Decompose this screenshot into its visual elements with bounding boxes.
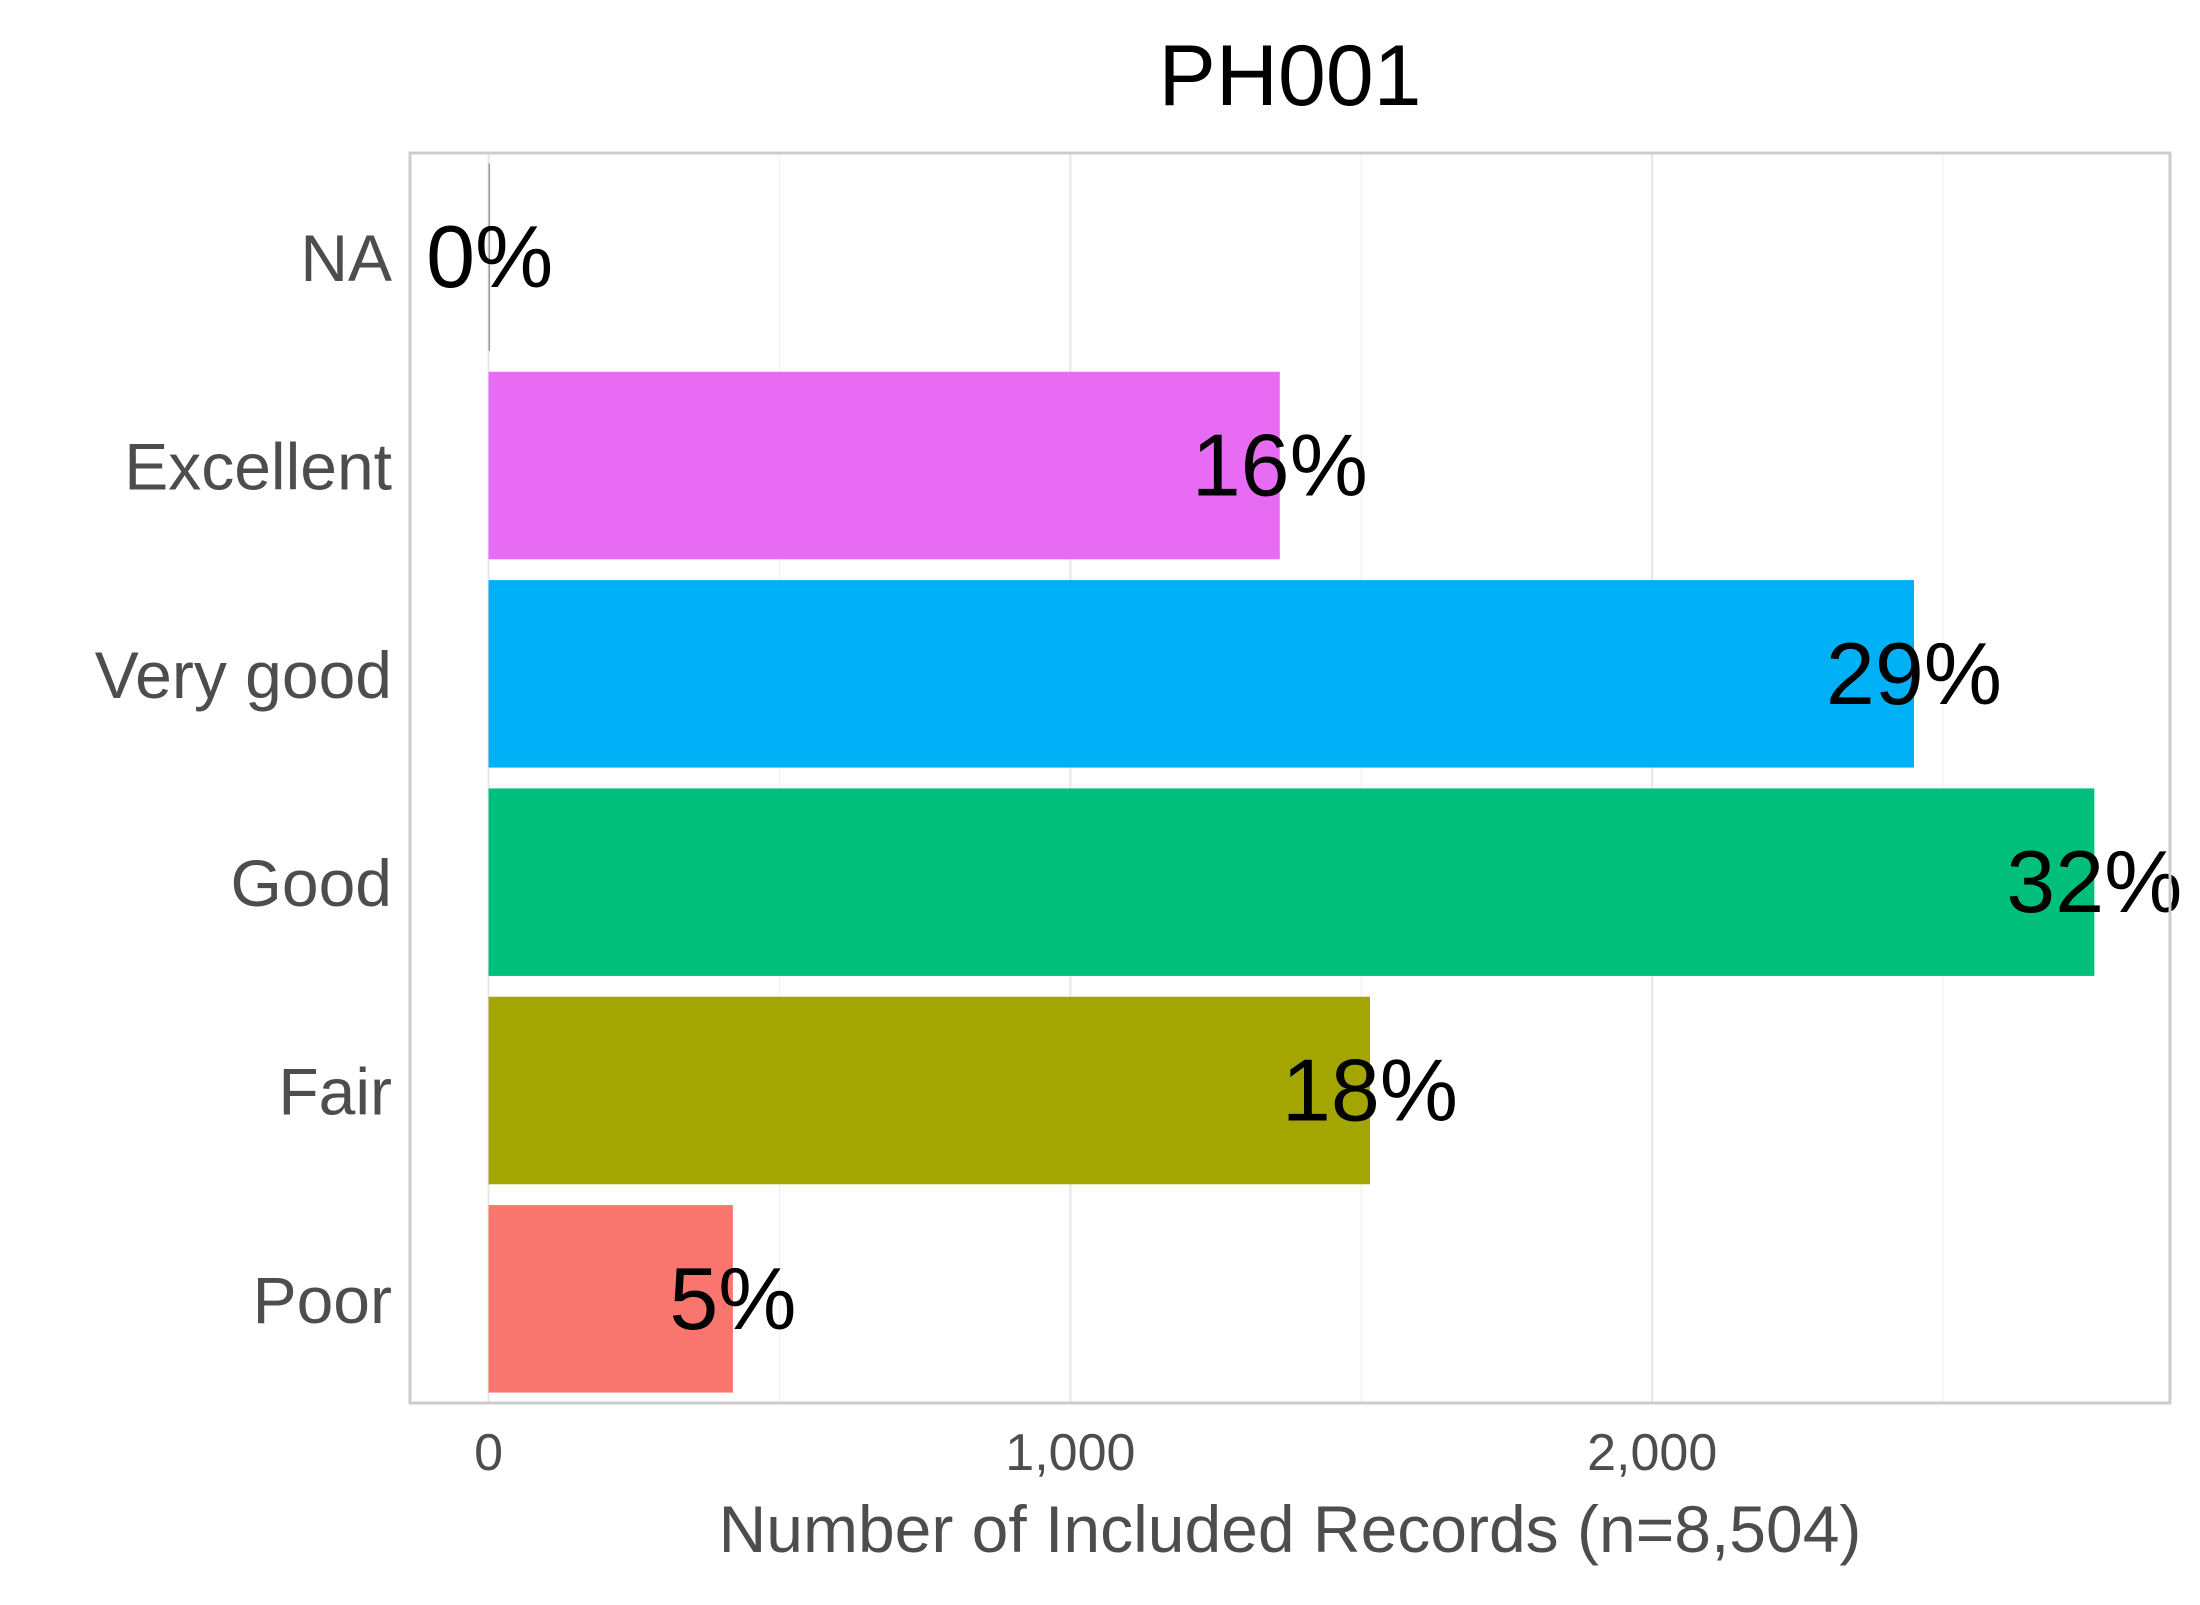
x-axis-ticks: 0 1,000 2,000 <box>474 1424 1717 1482</box>
y-axis-ticks: NA Excellent Very good Good Fair Poor <box>95 221 392 1337</box>
y-tick-label: Excellent <box>124 430 392 504</box>
bar-poor <box>488 1205 733 1393</box>
x-tick-label: 2,000 <box>1587 1424 1717 1482</box>
bar-label: 32% <box>2006 832 2182 931</box>
y-tick-label: Very good <box>95 638 392 712</box>
bar-good <box>488 788 2095 976</box>
bar-na <box>488 163 491 351</box>
chart-title: PH001 <box>1159 28 1422 124</box>
bar-fair <box>488 996 1371 1185</box>
bar-very-good <box>488 580 1915 768</box>
y-tick-label: Good <box>231 846 392 920</box>
bar-labels-layer: 0% 16% 29% 32% 18% 5% <box>426 207 2182 1348</box>
x-tick-label: 1,000 <box>1005 1424 1135 1482</box>
bar-label: 0% <box>426 207 553 306</box>
x-tick-label: 0 <box>474 1424 503 1482</box>
plot-panel-border <box>408 151 2172 1405</box>
grid-layer <box>487 153 1944 1403</box>
y-tick-label: Poor <box>253 1263 392 1337</box>
bar-label: 29% <box>1826 624 2002 723</box>
bars-layer <box>488 163 2095 1393</box>
bar-label: 5% <box>669 1249 796 1348</box>
y-tick-label: NA <box>300 221 392 295</box>
bar-label: 16% <box>1192 416 1368 515</box>
bar-excellent <box>488 371 1280 560</box>
x-axis-label: Number of Included Records (n=8,504) <box>719 1492 1862 1566</box>
bar-label: 18% <box>1282 1041 1458 1140</box>
y-tick-label: Fair <box>278 1055 392 1129</box>
